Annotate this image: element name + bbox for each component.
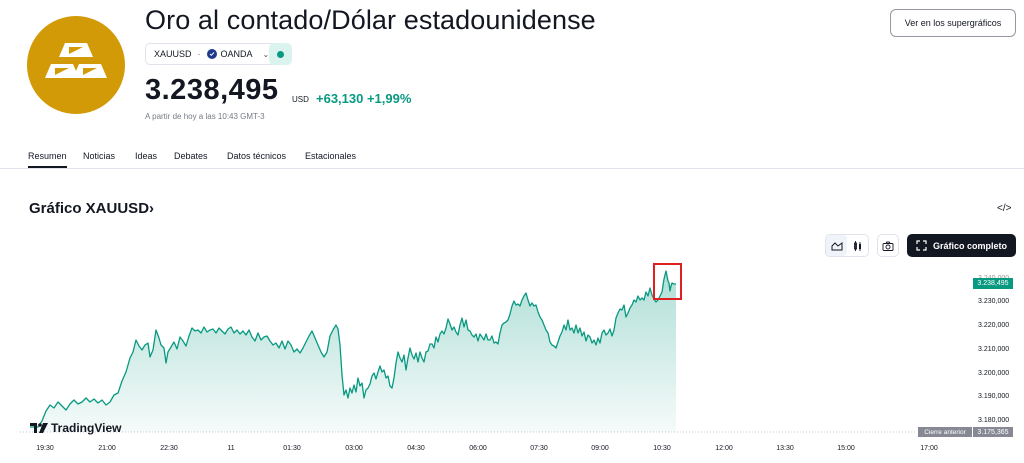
tab-estacionales[interactable]: Estacionales [305,151,357,161]
y-tick: 3.210,000 [978,346,1010,353]
x-tick: 12:00 [715,445,733,452]
separator-dot: · [197,49,201,59]
embed-code-icon[interactable]: </> [997,203,1012,214]
exchange-label: OANDA [220,49,253,59]
fullscreen-icon [916,240,927,251]
price-chart[interactable] [0,262,1024,462]
price-line [30,270,676,428]
tab-debates[interactable]: Debates [174,151,208,161]
full-chart-button[interactable]: Gráfico completo [907,234,1016,257]
x-tick: 19:30 [36,445,54,452]
prev-close-value: 3.175,365 [973,427,1013,437]
symbol-label: XAUUSD [154,49,192,59]
chart-title-link[interactable]: Gráfico XAUUSD› [29,200,154,217]
y-tick: 3.180,000 [978,417,1010,424]
last-price: 3.238,495 [145,74,279,106]
supercharts-button[interactable]: Ver en los supergráficos [890,9,1016,37]
snapshot-button[interactable] [877,234,899,257]
verified-icon [206,49,217,59]
area-chart-icon [831,241,842,250]
as-of-timestamp: A partir de hoy a las 10:43 GMT-3 [145,112,265,121]
y-tick: 3.220,000 [978,322,1010,329]
gold-bars-icon [27,16,125,114]
y-tick: 3.190,000 [978,393,1010,400]
currency-label: USD [292,95,309,104]
x-tick: 06:00 [469,445,487,452]
selection-highlight-box [653,263,682,300]
x-tick: 15:00 [837,445,855,452]
x-tick: 07:30 [530,445,548,452]
current-price-tag: 3.238,495 [973,278,1013,289]
chevron-right-icon: › [149,200,155,217]
tab-resumen[interactable]: Resumen [28,151,67,168]
candles-chart-button[interactable] [847,235,868,256]
y-tick: 3.200,000 [978,370,1010,377]
tab-noticias[interactable]: Noticias [83,151,116,161]
market-status-badge[interactable] [269,43,292,65]
price-change: +63,130 +1,99% [316,91,412,106]
x-tick: 17:00 [920,445,938,452]
full-chart-label: Gráfico completo [932,240,1007,251]
tradingview-logo[interactable]: TradingView [30,421,121,435]
y-tick: 3.230,000 [978,298,1010,305]
x-tick: 03:00 [345,445,363,452]
x-tick: 10:30 [653,445,671,452]
tradingview-icon [30,423,48,433]
price-area-fill [30,271,676,432]
x-tick: 01:30 [283,445,301,452]
chevron-down-icon: ⌄ [262,49,270,59]
x-tick: 04:30 [407,445,425,452]
tradingview-wordmark: TradingView [51,421,122,435]
area-chart-button[interactable] [826,235,847,256]
chart-title: Gráfico XAUUSD [29,200,150,217]
prev-close-label: Cierre anterior [918,427,972,437]
market-open-dot-icon [277,50,284,58]
x-tick: 09:00 [591,445,609,452]
x-tick: 22:30 [160,445,178,452]
chart-type-toggle [825,234,869,257]
tab-bar: Resumen Noticias Ideas Debates Datos téc… [0,148,1024,169]
tab-datos-tecnicos[interactable]: Datos técnicos [227,151,287,161]
symbol-selector[interactable]: XAUUSD · OANDA ⌄ [145,43,281,65]
x-tick: 11 [227,445,235,452]
tab-ideas[interactable]: Ideas [135,151,158,161]
candlestick-icon [853,240,861,251]
page-title: Oro al contado/Dólar estadounidense [145,5,596,35]
x-tick: 21:00 [98,445,116,452]
x-tick: 13:30 [776,445,794,452]
camera-icon [882,241,894,251]
